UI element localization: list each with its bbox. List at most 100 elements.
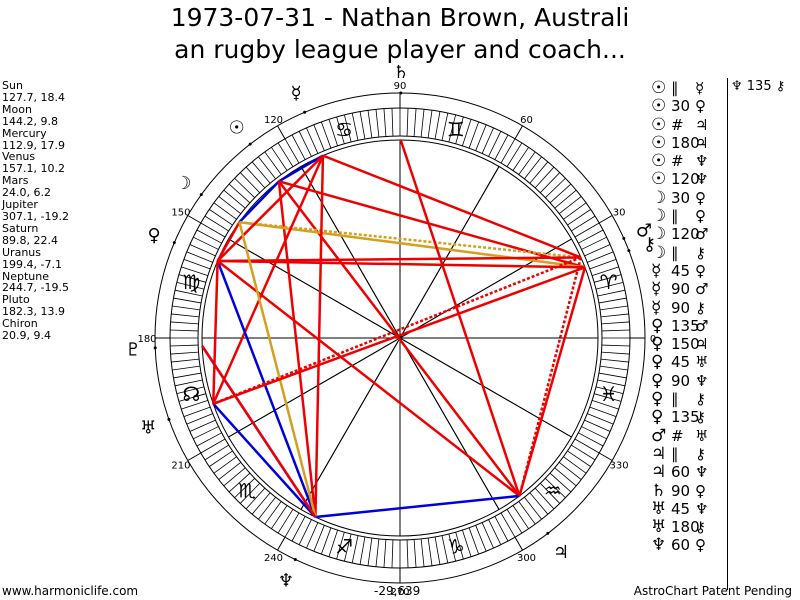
degree-tick (574, 438, 600, 454)
degree-label-120: 120 (264, 115, 283, 126)
degree-tick (183, 406, 211, 418)
chart-title-line-2: an rugby league player and coach... (174, 35, 626, 64)
planet-values-venus: 157.1, 10.2 (2, 162, 65, 176)
aspect-row: ☉ 30 ♀ (651, 97, 726, 116)
zodiac-sign-glyph: ♋ (335, 117, 353, 141)
aspect-row: ♀ 150♃ (651, 335, 726, 354)
degree-tick (600, 358, 629, 363)
aspect-symbol: ∥ (671, 207, 679, 226)
degree-tick (193, 426, 219, 440)
degree-tick (549, 183, 572, 204)
planet-marker (627, 249, 631, 253)
chart-title-line-1: 1973-07-31 - Nathan Brown, Australi (170, 3, 630, 32)
aspect-symbol: 45 (671, 499, 691, 518)
degree-tick (328, 529, 338, 557)
sign-boundary (514, 536, 523, 551)
degree-tick (578, 432, 604, 447)
degree-tick (534, 487, 555, 510)
footer-website[interactable]: www.harmoniclife.com (2, 584, 139, 598)
degree-tick (581, 236, 607, 250)
degree-tick (174, 379, 203, 387)
degree-tick (200, 438, 226, 454)
degree-tick (475, 525, 487, 552)
aspect-row: ♆ 60 ♀ (651, 535, 726, 556)
aspect-symbol: ∥ (671, 390, 679, 409)
aspect-planet-b-glyph: ♂ (695, 280, 709, 299)
aspect-planet-a-glyph: ☽ (651, 187, 667, 208)
zodiac-sign-glyph: ♊ (447, 117, 465, 141)
degree-tick (172, 365, 201, 371)
degree-tick (196, 229, 222, 244)
aspect-symbol: 150 (671, 335, 700, 354)
aspect-symbol: 60 (671, 463, 691, 482)
degree-tick (462, 529, 472, 557)
degree-tick (258, 156, 276, 180)
degree-tick (171, 358, 200, 363)
degree-tick (494, 516, 509, 542)
aspect-line (277, 180, 521, 497)
degree-tick (455, 532, 464, 560)
aspect-line (238, 221, 317, 518)
planet-marker (167, 417, 171, 421)
aspect-row: ☉ 120♆ (651, 170, 726, 189)
aspect-planet-b-glyph: ♆ (695, 170, 709, 189)
degree-label-210: 210 (171, 461, 190, 472)
degree-tick (413, 108, 417, 137)
degree-tick (441, 535, 449, 564)
aspect-symbol: # (671, 152, 684, 171)
degree-tick (540, 172, 561, 193)
degree-tick (245, 166, 266, 189)
degree-tick (193, 236, 219, 250)
aspect-planet-b-glyph: ♀ (695, 188, 706, 207)
degree-tick (284, 138, 300, 164)
degree-tick (176, 281, 205, 290)
aspect-planet-a-glyph: ♆ (651, 535, 667, 556)
planet-values-chiron: 20.9, 9.4 (2, 329, 51, 343)
aspect-symbol: 60 (671, 536, 691, 555)
degree-label-150: 150 (171, 208, 190, 219)
aspect-planet-b-glyph: ⚷ (695, 298, 706, 317)
aspect-row: ♄ 90 ♀ (651, 481, 726, 500)
degree-tick (277, 509, 294, 534)
degree-tick (584, 419, 611, 432)
degree-tick (251, 492, 271, 515)
degree-tick (277, 142, 294, 167)
degree-tick (223, 189, 246, 209)
aspect-line (211, 260, 219, 404)
degree-tick (298, 519, 312, 545)
planet-name-venus: Venus (2, 150, 36, 164)
aspect-line (216, 221, 241, 262)
degree-tick (545, 177, 566, 198)
aspect-planet-a-glyph: ☿ (651, 279, 662, 300)
planet-values-pluto: 182.3, 13.9 (2, 305, 65, 319)
degree-tick (448, 533, 457, 562)
degree-tick (500, 138, 516, 164)
degree-tick (468, 527, 480, 555)
zodiac-sign-glyph: ☊ (182, 382, 200, 406)
aspect-symbol: 180 (671, 133, 700, 152)
degree-tick (488, 131, 502, 157)
footer-value: -29,639 (374, 584, 421, 598)
degree-tick (375, 538, 380, 567)
degree-tick (587, 251, 614, 263)
aspect-planet-a-glyph: ♃ (651, 462, 667, 483)
planet-glyph-jupiter: ♃ (553, 542, 569, 563)
degree-tick (170, 344, 199, 347)
aspect-planet-a-glyph: ☿ (651, 260, 662, 281)
degree-tick (291, 516, 306, 542)
degree-tick (571, 215, 596, 232)
degree-tick (584, 244, 611, 257)
aspect-planet-a-glyph: ☉ (651, 78, 667, 98)
aspect-row: ☽ ∥ ⚷ (651, 243, 726, 262)
aspect-planet-a-glyph: ♀ (651, 407, 664, 428)
zodiac-sign-glyph: ♏ (238, 479, 256, 503)
degree-tick (298, 131, 312, 157)
degree-tick (597, 289, 626, 297)
degree-tick (306, 522, 319, 549)
degree-tick (186, 251, 213, 263)
degree-tick (567, 450, 591, 467)
degree-tick (587, 413, 614, 425)
planet-marker (199, 193, 203, 197)
planet-name-uranus: Uranus (2, 245, 41, 259)
aspect-planet-b-glyph: ♀ (695, 207, 706, 226)
